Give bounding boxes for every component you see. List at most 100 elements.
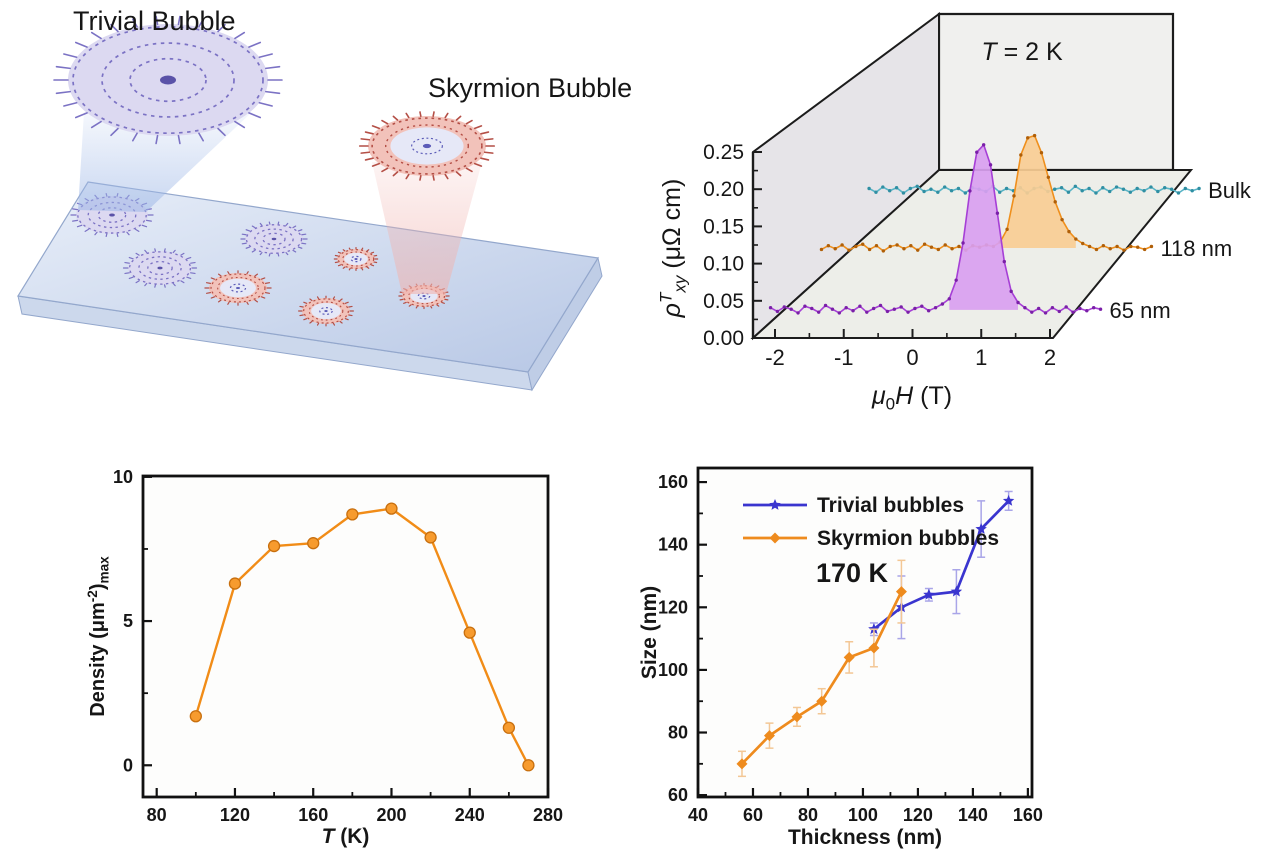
y-tick-label: 0.05 [703,290,744,313]
ellipse-shape [337,249,375,269]
tspan-shape: 0.20 [703,178,744,201]
line-shape [190,261,196,264]
circle-shape [851,308,855,313]
line-shape [348,305,353,308]
line-shape [337,251,342,254]
line-shape [55,90,71,95]
circle-shape [936,190,940,194]
tspan-shape: 80 [798,805,818,825]
line-shape [72,208,79,211]
line-shape [217,23,226,33]
line-shape [366,249,370,252]
line-shape [205,282,212,284]
line-shape [371,162,381,167]
diamond-marker [791,711,803,723]
line-shape [480,131,490,135]
line-shape [180,252,185,256]
line-shape [444,173,449,180]
line-shape [254,299,259,303]
skyrmion-bubble [298,295,354,327]
polyline-shape [873,499,1010,631]
line-shape [455,171,462,177]
tspan-shape: (K) [334,825,369,848]
line-shape [408,304,412,307]
circle-shape [1156,189,1160,194]
tspan-shape: Skyrmion bubbles [817,527,999,550]
line-shape [177,15,181,26]
circle-shape [1023,306,1027,310]
circle-shape [933,306,938,310]
circle-shape [885,309,890,314]
tspan-shape: -1 [834,345,854,370]
plot-frame [141,474,550,799]
series-density [189,502,535,772]
line-shape [155,134,159,145]
line-shape [292,249,297,253]
star-marker [950,585,963,597]
line-shape [432,111,435,117]
bubble-types-illustration: Trivial Bubble Skyrmion Bubble [17,6,632,392]
circle-shape [929,187,933,191]
line-shape [342,249,346,252]
line-shape [55,65,71,70]
tick-label: 240 [455,805,485,825]
line-shape [124,261,130,264]
line-shape [135,280,140,284]
data-point [502,721,516,734]
circle-shape [1030,310,1034,314]
line-shape [316,296,320,300]
circle-shape [1091,306,1096,310]
x-axis-title: T (K) [322,825,370,848]
circle-shape [915,184,919,188]
diamond-marker [816,695,828,707]
diamond-marker [736,758,748,770]
circle-shape [1009,289,1013,294]
circle-shape [1032,133,1037,138]
legend: Trivial bubbles Skyrmion bubbles [743,494,999,550]
temperature-annotation: 170 K [816,558,889,588]
skyrmion-bubble-zoom-disk [358,111,496,181]
y-tick-label: 0.20 [703,178,744,201]
line-shape [360,138,371,141]
line-shape [163,248,166,252]
ellipse-shape [371,117,483,175]
tick-label: 140 [958,805,988,825]
circle-shape [837,311,841,315]
line-shape [63,53,78,59]
tspan-shape: -2 [85,590,100,603]
circle-shape [954,278,958,282]
line-shape [392,171,399,177]
circle-shape [988,163,993,167]
tspan-shape: 240 [455,805,485,825]
circle-shape [957,244,961,249]
tspan-shape: 10 [113,467,133,487]
circle-shape [840,243,844,247]
circle-shape [1169,187,1174,191]
circle-shape [775,309,780,314]
data-point [385,502,398,515]
circle-shape [1081,241,1085,246]
line-shape [316,322,320,326]
line-shape [190,272,196,275]
tspan-shape: max [96,556,111,584]
circle-shape [998,190,1002,194]
circle-shape [1142,247,1147,252]
circle-shape [816,310,821,314]
circle-shape [861,242,865,246]
line-shape [419,111,422,117]
circle-shape [858,304,862,308]
circle-shape [1078,306,1082,311]
tspan-shape: Bulk [1208,178,1252,203]
ellipse-shape [97,207,127,223]
x-tick-label: 0 [906,345,918,370]
tspan-shape: ρ [658,303,686,318]
circle-shape [1114,185,1119,189]
line-shape [74,112,88,119]
tspan-shape: 100 [848,805,878,825]
tick-label: 160 [298,805,328,825]
circle-shape [929,245,934,249]
line-shape [436,304,440,307]
y-axis-title: Size (nm) [640,586,661,679]
circle-shape [894,186,899,190]
circle-shape [1080,189,1084,193]
